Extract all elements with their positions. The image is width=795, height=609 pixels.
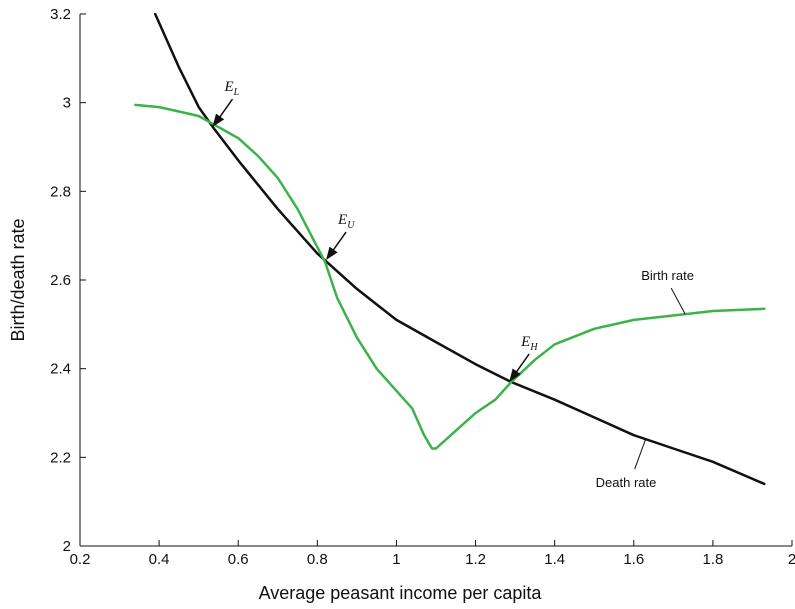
death-rate-label: Death rate — [596, 475, 657, 490]
y-tick-label: 2.4 — [50, 361, 71, 378]
x-tick-label: 0.8 — [307, 551, 328, 568]
equilibrium-label-u: EU — [337, 212, 355, 231]
y-tick-label: 3 — [63, 95, 71, 112]
y-tick-label: 2.2 — [50, 449, 71, 466]
x-tick-label: 2 — [788, 551, 795, 568]
x-tick-label: 0.2 — [70, 551, 91, 568]
x-tick-label: 0.4 — [149, 551, 170, 568]
birth-rate-label: Birth rate — [641, 268, 694, 283]
y-ticks: 2 2.2 2.4 2.6 2.8 3 3.2 — [50, 6, 86, 555]
series-label-layer: Birth rate Death rate — [596, 268, 694, 490]
equilibrium-label-letter: E — [224, 79, 234, 95]
x-tick-label: 1.2 — [465, 551, 486, 568]
y-tick-label: 2.8 — [50, 183, 71, 200]
equilibrium-arrow-head — [509, 368, 521, 382]
y-tick-label: 2.6 — [50, 272, 71, 289]
x-axis-title: Average peasant income per capita — [259, 583, 543, 603]
x-tick-label: 1.6 — [623, 551, 644, 568]
x-tick-label: 1 — [392, 551, 400, 568]
equilibrium-label-l: EL — [224, 79, 240, 98]
equilibrium-label-subscript: U — [347, 220, 355, 231]
equilibrium-arrow-head — [326, 246, 338, 261]
x-tick-label: 0.6 — [228, 551, 249, 568]
series-layer — [134, 12, 766, 486]
equilibrium-arrow-head — [212, 113, 225, 128]
equilibrium-label-h: EH — [520, 334, 538, 353]
death-rate-leader-line — [634, 438, 647, 470]
birth-rate-line — [134, 103, 766, 450]
y-tick-label: 3.2 — [50, 6, 71, 23]
death-rate-line — [153, 12, 766, 486]
equilibrium-label-subscript: H — [529, 342, 538, 353]
equilibrium-label-letter: E — [337, 212, 347, 228]
equilibrium-label-subscript: L — [233, 87, 240, 98]
x-tick-label: 1.4 — [544, 551, 565, 568]
birth-rate-leader-line — [670, 287, 686, 315]
equilibrium-label-letter: E — [520, 334, 530, 350]
x-ticks: 0.2 0.4 0.6 0.8 1 1.2 1.4 1.6 1.8 2 — [70, 540, 795, 568]
y-axis-title: Birth/death rate — [8, 218, 28, 341]
y-tick-label: 2 — [63, 538, 71, 555]
x-tick-label: 1.8 — [702, 551, 723, 568]
